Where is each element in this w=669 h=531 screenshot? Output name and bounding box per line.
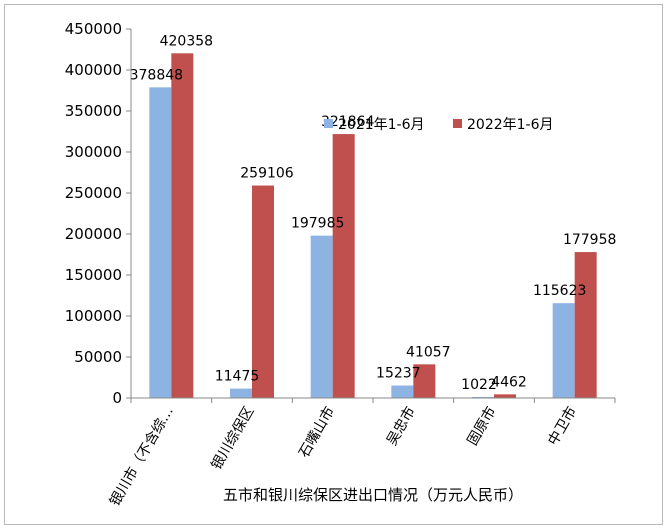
y-tick-label: 200000 [65, 225, 122, 243]
category-label: 中卫市 [544, 404, 580, 449]
data-label: 177958 [563, 232, 616, 248]
data-label: 15237 [376, 366, 421, 382]
y-tick-label: 450000 [65, 20, 122, 38]
y-tick-label: 50000 [74, 348, 122, 366]
category-label: 固原市 [464, 404, 500, 449]
data-label: 11475 [215, 369, 260, 385]
y-tick-label: 0 [112, 389, 122, 407]
data-label: 197985 [291, 216, 344, 232]
legend-label-2021: 2021年1-6月 [338, 117, 425, 133]
y-tick-label: 400000 [65, 61, 122, 79]
data-labels: 378848 420358 11475 259106 197985 321864 15237… [130, 33, 617, 393]
data-label: 321864 [321, 114, 375, 130]
category-label: 银川综保区 [209, 404, 258, 473]
bar-2022-0 [171, 53, 194, 399]
bar-2022-2 [332, 134, 355, 398]
bars [149, 53, 597, 399]
category-label: 吴忠市 [383, 404, 419, 449]
x-axis-title: 五市和银川综保区进出口情况（万元人民币） [223, 486, 523, 504]
bar-2021-2 [310, 235, 333, 398]
category-label: 银川市（不含综… [106, 404, 177, 509]
data-label: 378848 [130, 67, 183, 83]
data-label: 1022 [461, 377, 497, 393]
data-label: 259106 [240, 166, 294, 182]
legend: 2021年1-6月 2022年1-6月 [324, 117, 554, 133]
y-axis-ticks: 0 50000 100000 150000 200000 250000 300000 3500… [65, 20, 131, 407]
y-tick-label: 250000 [65, 184, 122, 202]
y-tick-label: 150000 [65, 266, 122, 284]
category-label: 石嘴山市 [295, 404, 338, 461]
legend-swatch-2022 [453, 119, 462, 128]
bar-2021-3 [391, 385, 414, 398]
bar-2021-0 [149, 87, 172, 399]
bar-2022-3 [413, 364, 436, 398]
bar-2022-4 [494, 394, 516, 398]
data-label: 41057 [406, 344, 451, 360]
bar-2021-5 [552, 303, 575, 398]
y-tick-label: 100000 [65, 307, 122, 325]
data-label: 115623 [533, 283, 586, 299]
bar-2021-1 [230, 388, 252, 398]
legend-label-2022: 2022年1-6月 [467, 117, 554, 133]
data-label: 420358 [160, 33, 213, 49]
y-tick-label: 350000 [65, 102, 122, 120]
legend-swatch-2021 [324, 119, 333, 128]
y-tick-label: 300000 [65, 143, 122, 161]
data-label: 4462 [491, 374, 527, 390]
bar-2022-1 [252, 185, 274, 398]
bar-2022-5 [574, 252, 597, 398]
